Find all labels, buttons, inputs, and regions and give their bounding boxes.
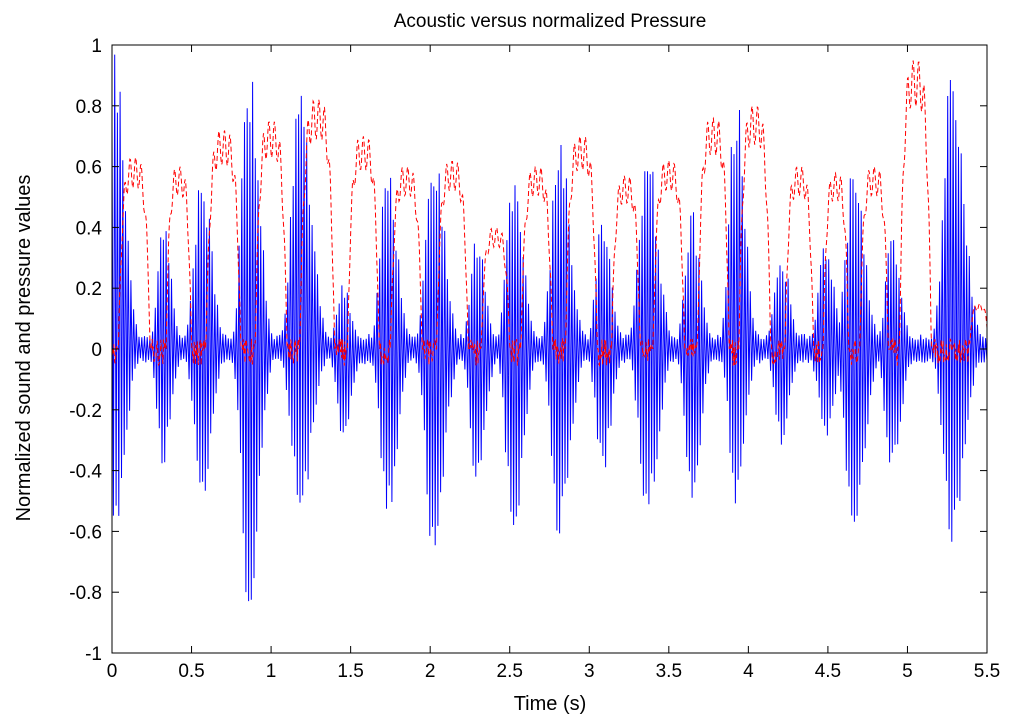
x-tick-label: 0.5 (178, 661, 204, 682)
axis-ticks: 0 0.5 1 1.5 2 2.5 3 3.5 4 4.5 5 5.5 -1 -0.8 -0.6 -0.4 -0… (69, 36, 1000, 682)
y-tick-label: 1 (91, 36, 102, 57)
y-tick-label: 0.4 (76, 218, 103, 239)
series-acoustic (111, 54, 988, 602)
x-tick-label: 4 (743, 661, 754, 682)
y-axis-label: Normalized sound and pressure values (13, 175, 35, 522)
series-pressure (111, 60, 988, 368)
x-tick-label: 2 (425, 661, 436, 682)
x-tick-label: 5 (902, 661, 913, 682)
x-tick-label: 5.5 (974, 661, 1000, 682)
x-tick-label: 3 (584, 661, 595, 682)
chart-title: Acoustic versus normalized Pressure (394, 11, 707, 32)
y-tick-label: 0.8 (76, 97, 102, 118)
y-tick-label: -0.4 (69, 462, 102, 483)
acoustic-line (111, 54, 988, 602)
x-tick-label: 0 (107, 661, 118, 682)
x-tick-label: 2.5 (497, 661, 523, 682)
y-tick-label: 0 (91, 340, 102, 361)
y-tick-label: 0.6 (76, 158, 102, 179)
x-tick-label: 1 (266, 661, 277, 682)
pressure-line (111, 60, 988, 368)
y-tick-label: -0.2 (69, 401, 102, 422)
x-tick-label: 1.5 (337, 661, 363, 682)
y-tick-label: -1 (85, 644, 102, 665)
x-tick-label: 3.5 (656, 661, 682, 682)
y-tick-label: -0.6 (69, 522, 102, 543)
y-tick-label: 0.2 (76, 279, 102, 300)
x-axis-label: Time (s) (514, 693, 587, 715)
y-tick-label: -0.8 (69, 583, 102, 604)
x-tick-label: 4.5 (815, 661, 841, 682)
